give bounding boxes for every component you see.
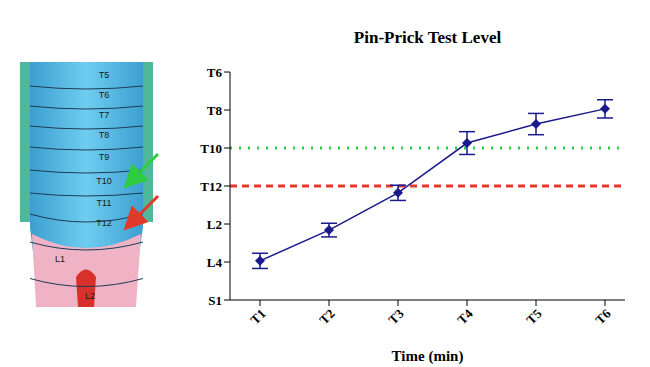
svg-text:L2: L2 bbox=[85, 291, 95, 301]
svg-text:T11: T11 bbox=[97, 198, 112, 208]
svg-text:T6: T6 bbox=[592, 306, 614, 328]
svg-text:T12: T12 bbox=[96, 218, 112, 228]
svg-text:T2: T2 bbox=[316, 306, 337, 327]
svg-text:T5: T5 bbox=[99, 70, 110, 80]
svg-text:L4: L4 bbox=[207, 255, 223, 270]
svg-text:T3: T3 bbox=[385, 306, 407, 328]
svg-text:T5: T5 bbox=[523, 306, 545, 328]
svg-text:L1: L1 bbox=[55, 254, 65, 264]
html-text:Pin-Prick Test Level: Pin-Prick Test Level bbox=[353, 28, 502, 47]
svg-text:T1: T1 bbox=[247, 306, 268, 327]
svg-text:T10: T10 bbox=[200, 141, 222, 156]
svg-text:T12: T12 bbox=[200, 179, 222, 194]
svg-text:T7: T7 bbox=[99, 110, 110, 120]
svg-text:T6: T6 bbox=[99, 90, 110, 100]
svg-text:Time (min): Time (min) bbox=[392, 348, 464, 365]
svg-text:T4: T4 bbox=[454, 306, 476, 328]
svg-text:T9: T9 bbox=[99, 152, 110, 162]
svg-text:L2: L2 bbox=[207, 217, 222, 232]
svg-text:T8: T8 bbox=[207, 103, 223, 118]
svg-text:T6: T6 bbox=[207, 65, 223, 80]
svg-text:T8: T8 bbox=[99, 130, 110, 140]
svg-text:S1: S1 bbox=[208, 293, 222, 308]
svg-text:T10: T10 bbox=[96, 176, 112, 186]
